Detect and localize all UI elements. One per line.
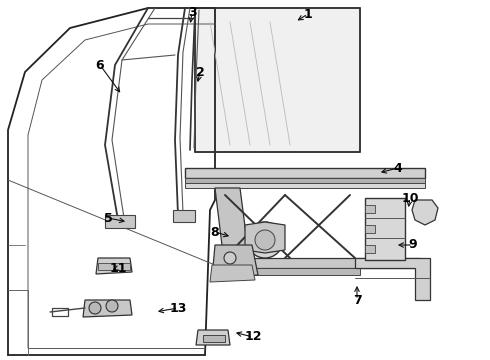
Text: 4: 4 [393,162,402,175]
Text: 9: 9 [409,239,417,252]
Text: 8: 8 [211,225,220,239]
Polygon shape [225,258,420,268]
Polygon shape [225,268,360,275]
Polygon shape [203,335,225,342]
Polygon shape [185,178,425,183]
Text: 7: 7 [353,293,361,306]
Polygon shape [212,245,258,278]
Circle shape [247,222,283,258]
Polygon shape [83,300,132,317]
Polygon shape [365,225,375,233]
Polygon shape [365,245,375,253]
Polygon shape [98,263,130,270]
Polygon shape [365,205,375,213]
Text: 1: 1 [304,8,313,21]
Text: 12: 12 [244,330,262,343]
Text: 2: 2 [196,66,204,78]
Polygon shape [245,222,285,253]
Text: 6: 6 [96,59,104,72]
Polygon shape [173,210,195,222]
Polygon shape [355,258,430,300]
Polygon shape [185,183,425,188]
Text: 5: 5 [103,212,112,225]
Circle shape [255,230,275,250]
Polygon shape [185,168,425,178]
Text: 10: 10 [401,192,419,204]
Polygon shape [412,200,438,225]
Polygon shape [96,258,132,274]
Polygon shape [105,215,135,228]
Polygon shape [195,8,360,152]
Text: 13: 13 [170,302,187,315]
Polygon shape [196,330,230,345]
Circle shape [106,300,118,312]
Circle shape [224,252,236,264]
Text: 3: 3 [188,5,196,18]
Polygon shape [210,265,255,282]
Text: 11: 11 [109,261,127,275]
Circle shape [89,302,101,314]
Polygon shape [215,188,250,270]
Polygon shape [365,198,405,260]
